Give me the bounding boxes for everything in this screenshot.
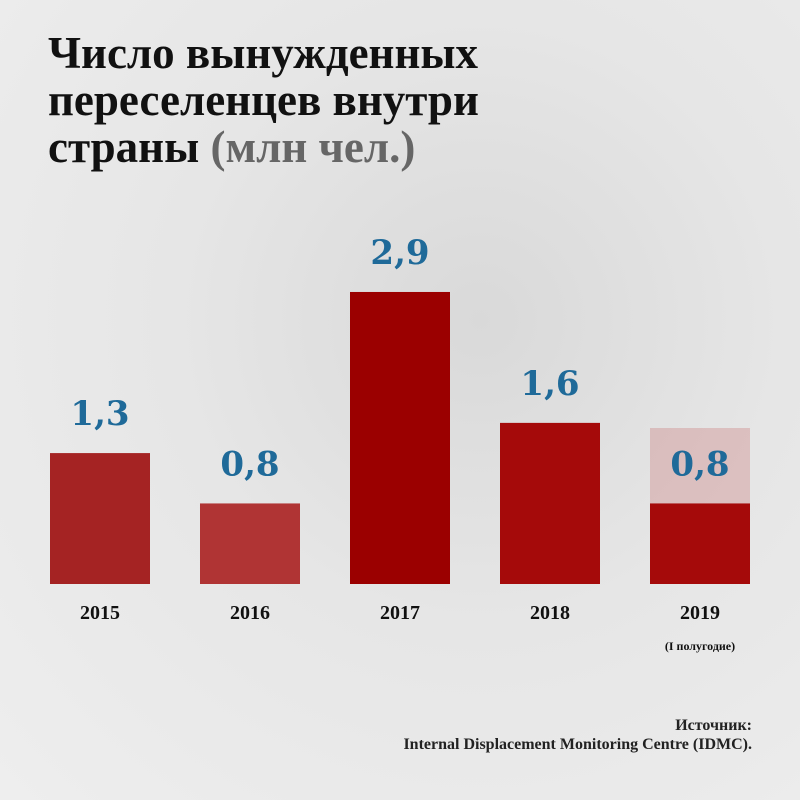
value-label: 0,8	[220, 444, 279, 484]
bar	[650, 503, 750, 584]
source: Источник: Internal Displacement Monitori…	[403, 716, 752, 754]
bar	[200, 503, 300, 584]
value-label: 1,3	[70, 394, 129, 434]
x-tick-label: 2018	[530, 602, 570, 624]
x-tick-note: (I полугодие)	[665, 639, 735, 653]
bar	[500, 422, 600, 584]
x-tick-label: 2017	[380, 602, 420, 624]
chart-unit: (млн чел.)	[210, 122, 416, 172]
chart-title-block: Число вынужденных переселенцев внутри ст…	[48, 30, 628, 171]
value-label: 0,8	[670, 444, 729, 484]
x-tick-label: 2016	[230, 602, 270, 624]
x-tick-label: 2019	[680, 602, 720, 624]
bar	[350, 291, 450, 584]
source-text: Internal Displacement Monitoring Centre …	[403, 736, 752, 753]
value-label: 1,6	[520, 364, 579, 404]
bar	[50, 453, 150, 584]
value-label: 2,9	[370, 233, 429, 273]
chart-title: Число вынужденных переселенцев внутри ст…	[48, 28, 479, 172]
source-label: Источник:	[675, 717, 752, 734]
x-tick-label: 2015	[80, 602, 120, 624]
